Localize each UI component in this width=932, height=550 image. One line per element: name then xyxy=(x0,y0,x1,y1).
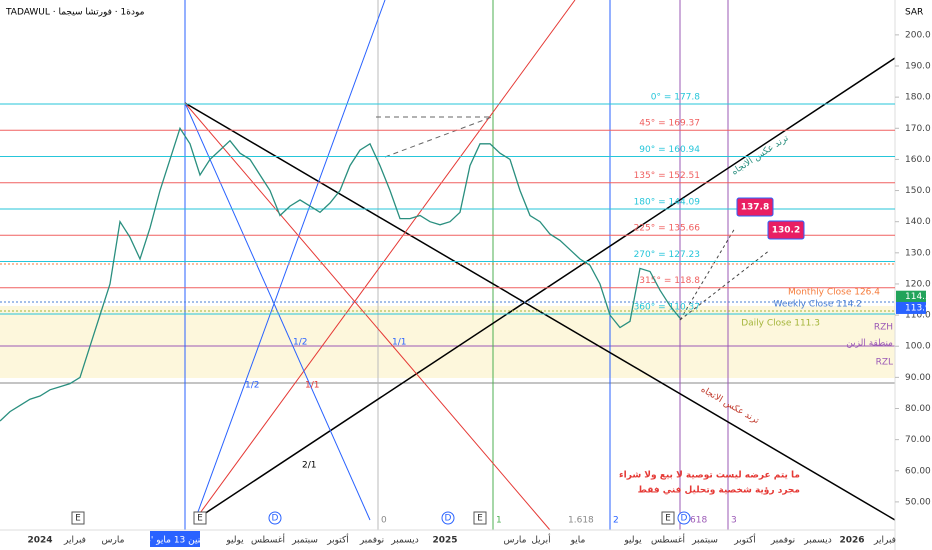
y-tick-label: 90.00 xyxy=(905,373,931,383)
close-label: Daily Close 111.3 xyxy=(741,319,820,329)
fib-label: 1 xyxy=(496,516,502,526)
x-tick-label: أكتوبر xyxy=(733,534,756,546)
level-label: 0° = 177.8 xyxy=(651,92,701,102)
x-tick-label: الاثنين 13 مايو '24 xyxy=(139,536,210,546)
fib-label: 618 xyxy=(690,516,707,526)
fraction: 1/2 xyxy=(293,338,307,348)
x-tick-label: أبريل xyxy=(531,534,550,546)
annotation: RZL xyxy=(876,358,893,368)
event-label: E xyxy=(665,514,671,524)
fib-labels: 0 1 1.618 2 618 3 xyxy=(381,516,737,526)
y-tick-label: 120.0 xyxy=(905,279,931,289)
y-tick-label: 150.0 xyxy=(905,186,931,196)
x-tick-label: 2026 xyxy=(839,536,864,546)
y-tick-label: 190.0 xyxy=(905,62,931,72)
fib-label: 2 xyxy=(613,516,619,526)
y-tick-label: 170.0 xyxy=(905,124,931,134)
y-tick-label: 110.0 xyxy=(905,311,931,321)
x-tick-label: يوليو xyxy=(623,536,642,546)
price-badge xyxy=(896,301,926,314)
event-marker xyxy=(661,511,675,525)
annotation: ترند عكس الاتجاه xyxy=(730,133,791,177)
target-box xyxy=(736,197,774,217)
event-marker xyxy=(193,511,207,525)
fib-label: 0 xyxy=(381,516,387,526)
fraction: 1/1 xyxy=(305,381,319,391)
y-tick-label: 160.0 xyxy=(905,155,931,165)
event-marker xyxy=(71,511,85,525)
fraction: 1/1 xyxy=(392,338,406,348)
event-label: E xyxy=(477,514,483,524)
close-label: Weekly Close 114.2 xyxy=(774,300,863,310)
x-tick-label: مارس xyxy=(504,536,527,546)
level-label: 45° = 169.37 xyxy=(639,119,700,129)
x-tick-label: أغسطس xyxy=(651,534,685,546)
x-tick-label: فبراير xyxy=(63,536,86,546)
event-label: D xyxy=(681,514,688,524)
x-tick-label: مايو xyxy=(570,536,586,546)
fraction: 2/1 xyxy=(302,461,316,471)
event-label: D xyxy=(272,514,279,524)
event-marker xyxy=(268,511,282,525)
y-tick-label: 180.0 xyxy=(905,93,931,103)
event-label: E xyxy=(75,514,81,524)
x-tick-label: 2024 xyxy=(27,536,52,546)
level-label: 270° = 127.23 xyxy=(634,250,700,260)
y-tick-label: 70.00 xyxy=(905,435,931,445)
fib-label: 1.618 xyxy=(568,516,594,526)
x-tick-label: نوفمبر xyxy=(359,536,384,546)
y-tick-label: 50.00 xyxy=(905,497,931,507)
drawings xyxy=(184,0,896,531)
x-tick-label: مارس xyxy=(102,536,125,546)
annotation: ترند عكس الاتجاه xyxy=(699,385,761,427)
x-tick-label: ديسمبر xyxy=(803,536,831,546)
level-label: 180° = 144.09 xyxy=(634,197,701,207)
close-label: Monthly Close 126.4 xyxy=(788,288,880,298)
y-tick-label: 100.0 xyxy=(905,342,931,352)
target-label: 130.2 xyxy=(772,226,800,236)
x-tick-label: سبتمبر xyxy=(291,536,318,546)
y-tick-label: 60.00 xyxy=(905,466,931,476)
symbol: TADAWUL · مودة1 · فورتشا سيجما xyxy=(5,8,145,18)
x-tick-label: أكتوبر xyxy=(326,534,349,546)
y-tick-label: 80.00 xyxy=(905,404,931,414)
event-marker xyxy=(677,511,691,525)
fraction: 1/2 xyxy=(245,381,259,391)
currency: SAR xyxy=(905,8,923,18)
price-badge-label: 114.3 xyxy=(905,292,931,302)
level-label: 360° = 110.37 xyxy=(634,302,700,312)
annotation: منطقة الزين xyxy=(846,339,893,349)
cursor-box xyxy=(150,531,200,547)
x-tick-label: نوفمبر xyxy=(770,536,795,546)
level-label: 225° = 135.66 xyxy=(634,224,701,234)
event-marker xyxy=(441,511,455,525)
x-tick-label: 2025 xyxy=(432,536,457,546)
price-badge xyxy=(896,290,926,303)
event-label: E xyxy=(197,514,203,524)
target-box xyxy=(767,220,805,240)
y-tick-label: 200.0 xyxy=(905,30,931,40)
x-tick-label: سبتمبر xyxy=(691,536,718,546)
zone xyxy=(0,306,895,378)
fib-label: 3 xyxy=(731,516,737,526)
x-tick-label: ديسمبر xyxy=(390,536,418,546)
price-badge-label: 113.9 xyxy=(905,303,931,313)
x-tick-label: يوليو xyxy=(225,536,244,546)
x-tick-label: فبراير xyxy=(873,536,896,546)
disclaimer: مجرد رؤية شخصية وتحليل فني فقط xyxy=(638,486,800,496)
y-tick-label: 140.0 xyxy=(905,217,931,227)
event-label: D xyxy=(445,514,452,524)
annotation: RZH xyxy=(874,323,893,333)
level-label: 90° = 160.94 xyxy=(639,145,700,155)
event-marker xyxy=(473,511,487,525)
x-tick-label: أغسطس xyxy=(251,534,285,546)
level-label: 135° = 152.51 xyxy=(634,171,700,181)
price-line xyxy=(0,126,681,422)
fractions: 1/2 1/1 1/2 1/1 2/1 xyxy=(245,338,406,471)
disclaimer: ما يتم عرضه ليست توصية لا بيع ولا شراء xyxy=(619,471,800,481)
level-label: 315° = 118.8 xyxy=(639,276,700,286)
y-tick-label: 130.0 xyxy=(905,248,931,258)
target-label: 137.8 xyxy=(741,203,769,213)
